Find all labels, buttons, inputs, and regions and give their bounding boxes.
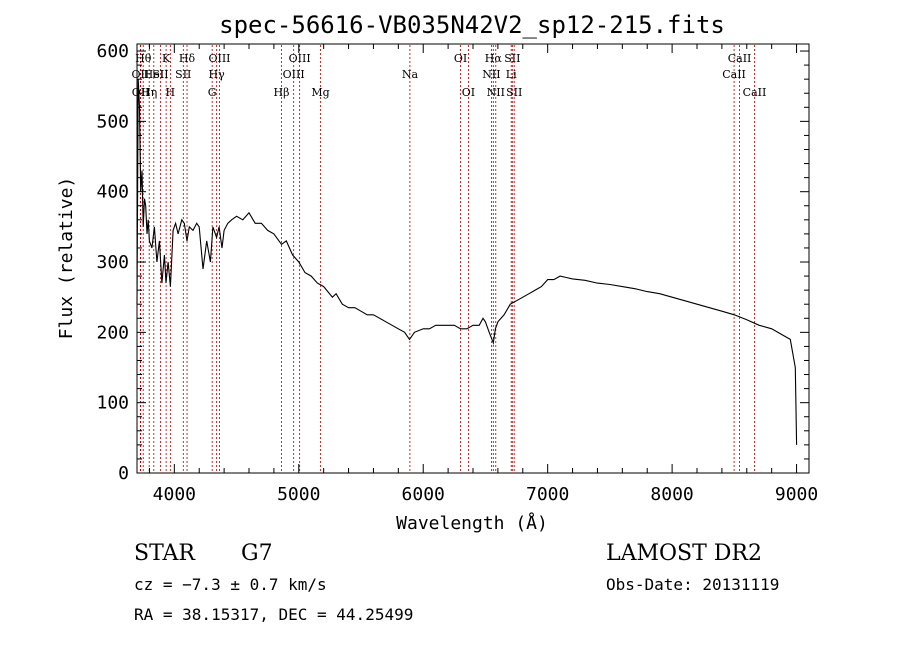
chart-title: spec-56616-VB035N42V2_sp12-215.fits <box>219 11 725 39</box>
x-tick-label: 7000 <box>526 484 569 505</box>
spectral-line-label: H <box>166 86 176 99</box>
spectral-line-label: SII <box>175 68 191 81</box>
observation-date: Obs-Date: 20131119 <box>606 575 779 594</box>
spectral-line-label: Hβ <box>274 86 290 99</box>
spectral-line-label: Hδ <box>179 52 196 65</box>
spectral-line-label: CaII <box>743 86 767 99</box>
spectral-line-label: NII <box>487 86 505 99</box>
spectral-line-label: Li <box>506 68 517 81</box>
spectral-line-label: Hθ <box>135 52 152 65</box>
y-tick-label: 0 <box>118 463 129 484</box>
x-tick-label: 6000 <box>402 484 445 505</box>
spectral-line-label: OI <box>462 86 475 99</box>
coordinates-text: RA = 38.15317, DEC = 44.25499 <box>134 605 413 624</box>
spectral-line-labels: OIIOIIHθHηHeISIIKHSIIHδGHγOIIIHβOIIIOIII… <box>132 52 767 99</box>
object-class: STAR <box>134 541 196 566</box>
y-tick-label: 300 <box>96 252 129 273</box>
x-tick-label: 9000 <box>775 484 818 505</box>
spectral-line-label: OIII <box>289 52 311 65</box>
spectral-line-label: SII <box>152 68 168 81</box>
spectral-line-label: OI <box>454 52 467 65</box>
spectral-line-label: OII <box>132 86 150 99</box>
survey-name: LAMOST DR2 <box>606 541 762 566</box>
spectral-line-label: Na <box>402 68 419 81</box>
spectral-line-markers <box>139 45 755 473</box>
x-axis-ticks: 4000 5000 6000 7000 8000 9000 <box>148 44 818 505</box>
spectral-line-label: SII <box>506 86 522 99</box>
x-tick-label: 8000 <box>650 484 693 505</box>
spectral-line-label: OII <box>132 68 150 81</box>
y-tick-label: 100 <box>96 393 129 414</box>
y-tick-label: 400 <box>96 182 129 203</box>
spectral-line-label: Hγ <box>209 68 226 81</box>
spectrum-line <box>136 79 798 445</box>
spectral-line-label: CaII <box>728 52 752 65</box>
x-tick-label: 5000 <box>277 484 320 505</box>
spectral-line-label: HeI <box>144 68 164 81</box>
y-tick-label: 500 <box>96 111 129 132</box>
spectral-line-label: G <box>208 86 217 99</box>
spectral-line-label: NII <box>482 68 500 81</box>
spectral-line-label: K <box>162 52 171 65</box>
plot-frame <box>136 43 810 474</box>
spectral-line-label: SII <box>504 52 520 65</box>
spectral-line-label: OIII <box>283 68 305 81</box>
spectral-line-label: Mg <box>311 86 329 99</box>
object-subclass: G7 <box>241 541 273 566</box>
spectral-line-label: CaII <box>722 68 746 81</box>
x-axis-label: Wavelength (Å) <box>396 512 548 534</box>
spectral-line-label: Hη <box>141 86 157 99</box>
y-tick-label: 200 <box>96 322 129 343</box>
redshift-text: cz = −7.3 ± 0.7 km/s <box>134 575 327 594</box>
y-tick-label: 600 <box>96 41 129 62</box>
spectral-line-label: OIII <box>208 52 230 65</box>
spectral-line-label: Hα <box>485 52 503 65</box>
y-axis-label: Flux (relative) <box>56 177 77 340</box>
x-tick-label: 4000 <box>153 484 196 505</box>
y-axis-ticks: 0 100 200 300 400 500 600 <box>96 41 809 484</box>
